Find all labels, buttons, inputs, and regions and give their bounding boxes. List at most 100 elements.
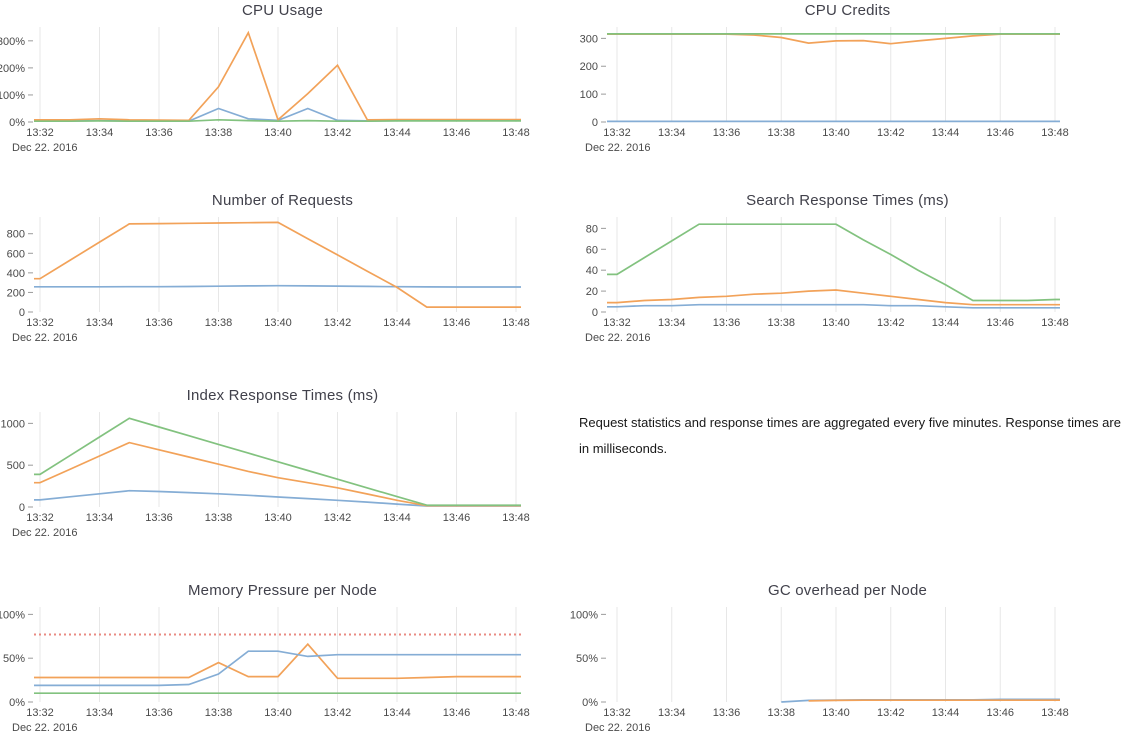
svg-text:80: 80 (586, 223, 598, 235)
chart-cpu-credits: CPU Credits 13:32 13:34 13:36 13:38 13:40 13:… (565, 0, 1130, 170)
svg-text:13:32: 13:32 (26, 127, 54, 139)
chart-gc-overhead-per-node: GC overhead per Node 13:32 13:34 13:36 13:3… (565, 580, 1130, 741)
svg-text:13:34: 13:34 (86, 127, 114, 139)
svg-text:800: 800 (7, 229, 25, 241)
svg-text:100%: 100% (0, 609, 25, 621)
svg-text:13:40: 13:40 (264, 707, 292, 719)
svg-text:13:32: 13:32 (26, 707, 54, 719)
svg-text:Dec 22. 2016: Dec 22. 2016 (585, 142, 650, 154)
svg-text:13:48: 13:48 (502, 512, 530, 524)
svg-text:13:42: 13:42 (324, 317, 352, 329)
svg-text:13:40: 13:40 (822, 317, 850, 329)
svg-text:13:48: 13:48 (1041, 127, 1069, 139)
svg-text:500: 500 (7, 460, 25, 472)
svg-text:13:46: 13:46 (443, 707, 471, 719)
svg-text:13:32: 13:32 (26, 512, 54, 524)
svg-text:13:38: 13:38 (205, 707, 233, 719)
svg-text:50%: 50% (576, 653, 598, 665)
chart-index-response-times: Index Response Times (ms) 13:32 13:34 13:3… (0, 385, 565, 555)
chart-title-memory-pressure-per-node: Memory Pressure per Node (187, 582, 378, 599)
svg-text:0%: 0% (9, 117, 25, 129)
svg-text:13:36: 13:36 (713, 707, 741, 719)
svg-text:20: 20 (586, 286, 598, 298)
svg-text:200: 200 (580, 61, 598, 73)
svg-text:Dec 22. 2016: Dec 22. 2016 (585, 722, 650, 734)
svg-text:Dec 22. 2016: Dec 22. 2016 (12, 722, 77, 734)
svg-text:13:48: 13:48 (502, 707, 530, 719)
chart-title-index-response-times: Index Response Times (ms) (186, 387, 379, 404)
svg-text:13:48: 13:48 (502, 317, 530, 329)
chart-title-number-of-requests: Number of Requests (211, 192, 354, 209)
chart-search-response-times: Search Response Times (ms) 13:32 13:34 13:… (565, 190, 1130, 360)
svg-text:13:46: 13:46 (986, 707, 1014, 719)
svg-text:13:42: 13:42 (324, 512, 352, 524)
svg-text:13:40: 13:40 (264, 127, 292, 139)
svg-text:13:42: 13:42 (324, 707, 352, 719)
svg-text:13:34: 13:34 (86, 707, 114, 719)
svg-text:13:38: 13:38 (767, 127, 795, 139)
svg-text:13:46: 13:46 (986, 317, 1014, 329)
svg-text:13:32: 13:32 (26, 317, 54, 329)
svg-text:13:32: 13:32 (603, 317, 631, 329)
svg-text:13:36: 13:36 (713, 317, 741, 329)
svg-text:13:36: 13:36 (145, 512, 173, 524)
svg-text:0: 0 (19, 502, 25, 514)
svg-text:100%: 100% (0, 90, 25, 102)
memory-pressure-per-node-plot: 13:32 13:34 13:36 13:38 13:40 13:42 13:44 13:46… (0, 607, 530, 734)
svg-text:13:44: 13:44 (383, 512, 411, 524)
index-response-times-plot: 13:32 13:34 13:36 13:38 13:40 13:42 13:44 13:46… (1, 412, 530, 539)
svg-text:13:48: 13:48 (502, 127, 530, 139)
svg-text:200%: 200% (0, 63, 25, 75)
chart-number-of-requests: Number of Requests 13:32 13:34 13:36 13:38 1… (0, 190, 565, 360)
svg-text:13:34: 13:34 (658, 317, 686, 329)
svg-text:13:46: 13:46 (443, 512, 471, 524)
svg-text:13:36: 13:36 (713, 127, 741, 139)
svg-text:60: 60 (586, 244, 598, 256)
svg-text:0%: 0% (582, 697, 598, 709)
svg-text:13:38: 13:38 (767, 317, 795, 329)
svg-text:13:44: 13:44 (932, 317, 960, 329)
svg-text:100%: 100% (570, 609, 598, 621)
svg-text:13:36: 13:36 (145, 317, 173, 329)
svg-text:1000: 1000 (1, 418, 25, 430)
svg-text:13:46: 13:46 (986, 127, 1014, 139)
svg-text:13:42: 13:42 (324, 127, 352, 139)
chart-cpu-usage: CPU Usage 13:32 13:34 13:36 13:38 13:40 13:42… (0, 0, 565, 170)
svg-text:13:38: 13:38 (205, 317, 233, 329)
svg-text:13:40: 13:40 (264, 512, 292, 524)
svg-text:0%: 0% (9, 697, 25, 709)
chart-title-gc-overhead-per-node: GC overhead per Node (767, 582, 928, 599)
cpu-credits-plot: 13:32 13:34 13:36 13:38 13:40 13:42 13:44 13:46… (580, 27, 1069, 154)
svg-text:Dec 22. 2016: Dec 22. 2016 (585, 332, 650, 344)
svg-text:600: 600 (7, 248, 25, 260)
search-response-times-plot: 13:32 13:34 13:36 13:38 13:40 13:42 13:44 13:46… (585, 217, 1069, 344)
svg-text:13:34: 13:34 (658, 707, 686, 719)
svg-text:0: 0 (592, 307, 598, 319)
chart-title-search-response-times: Search Response Times (ms) (746, 192, 949, 209)
svg-text:13:46: 13:46 (443, 317, 471, 329)
svg-text:13:44: 13:44 (383, 127, 411, 139)
svg-text:Dec 22. 2016: Dec 22. 2016 (12, 527, 77, 539)
svg-text:13:34: 13:34 (658, 127, 686, 139)
svg-text:13:44: 13:44 (932, 127, 960, 139)
aggregation-note: Request statistics and response times ar… (579, 415, 1121, 456)
svg-text:0: 0 (19, 307, 25, 319)
svg-text:13:42: 13:42 (877, 127, 905, 139)
svg-text:13:44: 13:44 (383, 707, 411, 719)
svg-text:Dec 22. 2016: Dec 22. 2016 (12, 142, 77, 154)
svg-text:13:38: 13:38 (205, 127, 233, 139)
svg-text:13:44: 13:44 (932, 707, 960, 719)
cpu-usage-plot: 13:32 13:34 13:36 13:38 13:40 13:42 13:44 13:46… (0, 27, 530, 154)
gc-overhead-per-node-plot: 13:32 13:34 13:36 13:38 13:40 13:42 13:44 13:46… (570, 607, 1069, 734)
svg-text:13:36: 13:36 (145, 127, 173, 139)
svg-text:13:48: 13:48 (1041, 707, 1069, 719)
chart-title-cpu-usage: CPU Usage (242, 2, 323, 19)
svg-text:13:36: 13:36 (145, 707, 173, 719)
svg-text:13:38: 13:38 (767, 707, 795, 719)
svg-text:13:34: 13:34 (86, 317, 114, 329)
svg-text:13:34: 13:34 (86, 512, 114, 524)
number-of-requests-plot: 13:32 13:34 13:36 13:38 13:40 13:42 13:44 13:46… (7, 217, 530, 344)
svg-text:300%: 300% (0, 36, 25, 48)
svg-text:13:32: 13:32 (603, 707, 631, 719)
